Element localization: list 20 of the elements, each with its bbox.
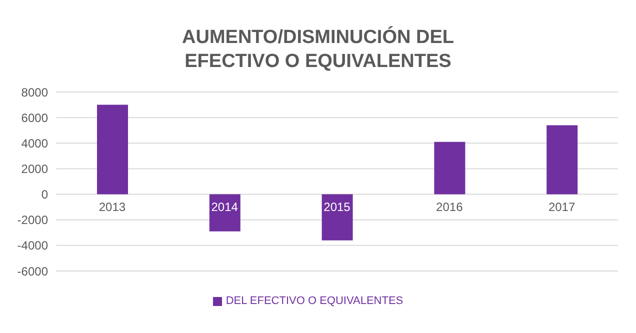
y-tick-label: 8000 — [21, 85, 48, 100]
y-tick-label: 2000 — [21, 162, 48, 176]
chart-title: AUMENTO/DISMINUCIÓN DEL EFECTIVO O EQUIVALENTES — [181, 26, 455, 74]
bar — [209, 194, 240, 232]
x-tick-label: 2014 — [211, 200, 238, 214]
bar — [546, 125, 578, 194]
y-tick-label: 4000 — [21, 136, 48, 150]
bar — [97, 104, 128, 194]
bar — [322, 194, 353, 240]
y-tick-label: 0 — [41, 188, 48, 202]
y-tick-label: -2000 — [17, 213, 48, 228]
x-tick-label: 2016 — [436, 200, 464, 214]
legend-label: DEL EFECTIVO O EQUIVALENTES — [226, 295, 404, 307]
y-tick-label: -4000 — [17, 238, 48, 253]
bar — [434, 142, 466, 194]
x-tick-label: 2015 — [324, 200, 351, 214]
x-tick-label: 2017 — [548, 200, 576, 214]
y-tick-label: -6000 — [17, 264, 48, 278]
y-tick-label: 6000 — [21, 110, 48, 125]
x-tick-label: 2013 — [98, 200, 126, 214]
